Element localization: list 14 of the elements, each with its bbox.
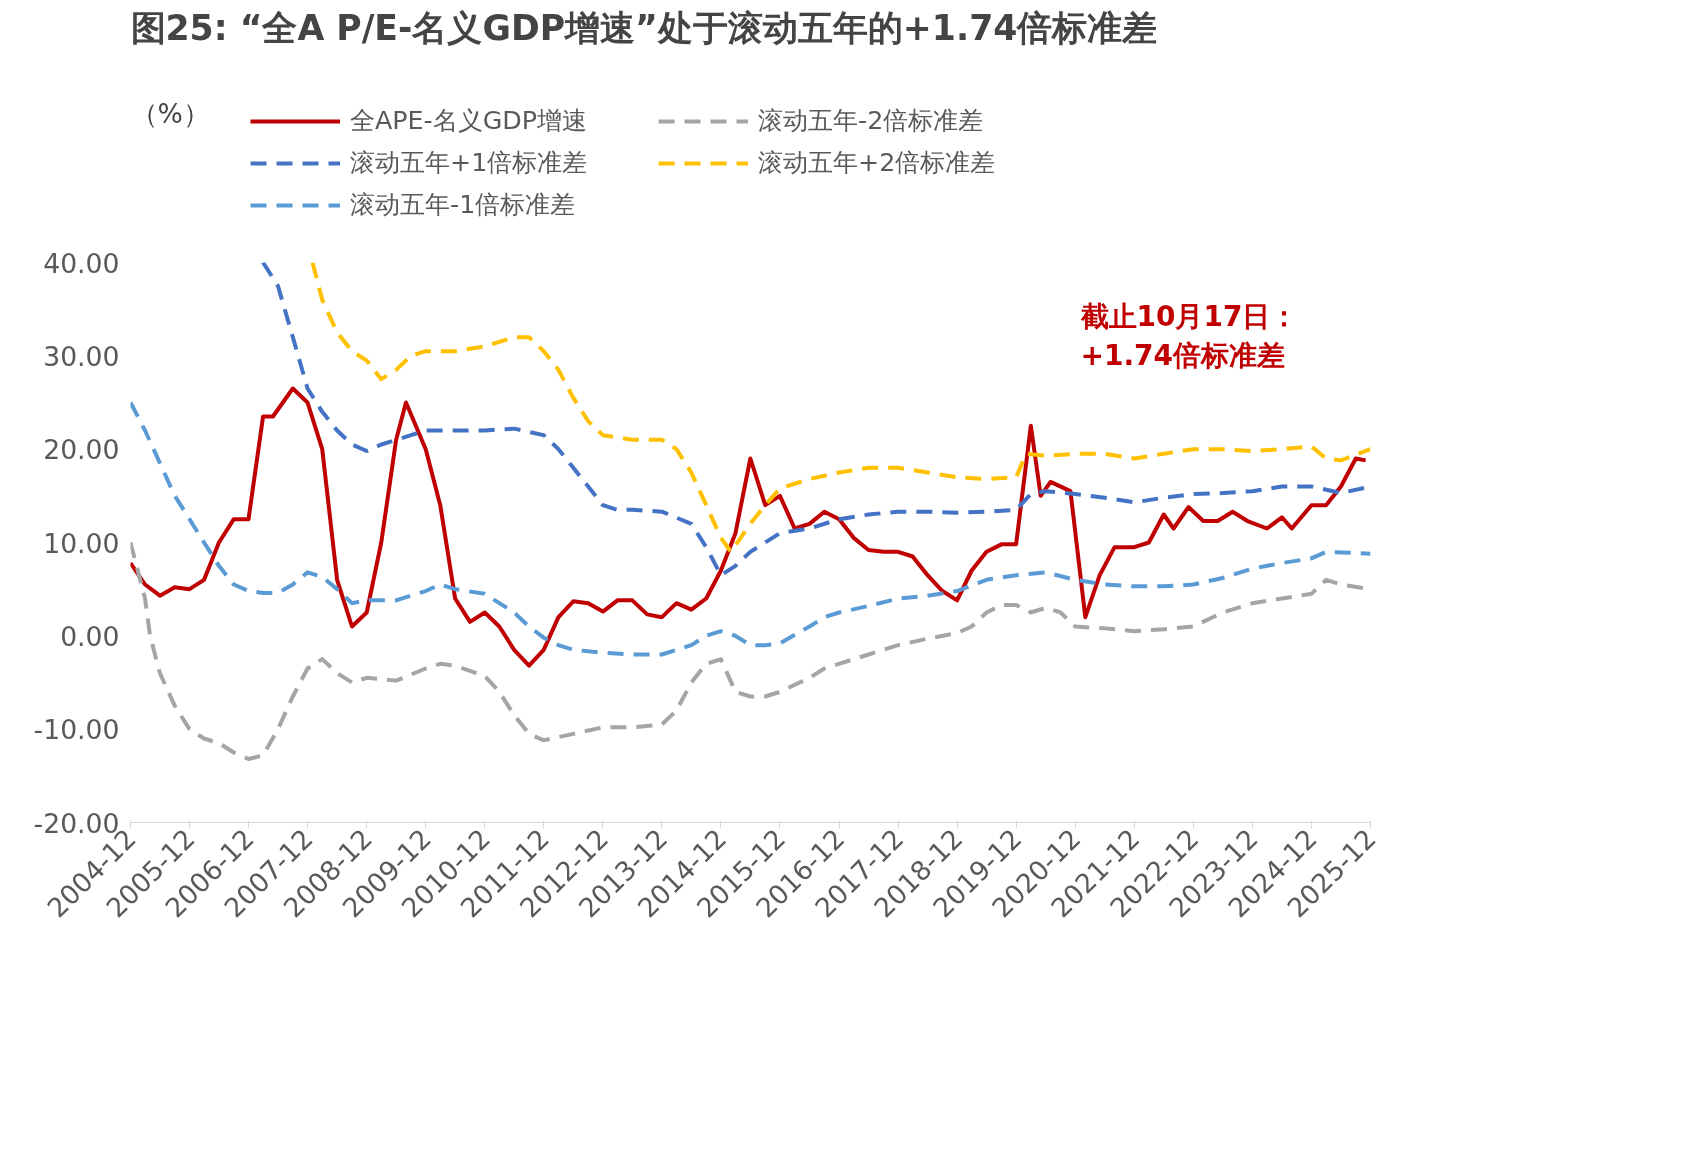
legend-label: 滚动五年+1倍标准差 [350, 146, 589, 179]
legend-label: 滚动五年-2倍标准差 [758, 104, 985, 137]
legend-label: 滚动五年+2倍标准差 [758, 146, 997, 179]
y-axis-title: （%） [130, 97, 210, 129]
y-tick-label: 0.00 [60, 620, 120, 652]
y-tick-label: 40.00 [43, 247, 120, 279]
chart-title: 图25: “全A P/E-名义GDP增速”处于滚动五年的+1.74倍标准差 [130, 7, 1158, 48]
y-tick-label: -10.00 [33, 714, 120, 746]
annotation: 截止10月17日： +1.74倍标准差 [1079, 299, 1299, 373]
y-tick-label: 30.00 [43, 340, 120, 372]
y-tick-label: 20.00 [43, 434, 120, 466]
legend-label: 全APE-名义GDP增速 [350, 104, 589, 137]
y-tick-label: 10.00 [43, 527, 120, 559]
legend-label: 滚动五年-1倍标准差 [350, 188, 577, 221]
